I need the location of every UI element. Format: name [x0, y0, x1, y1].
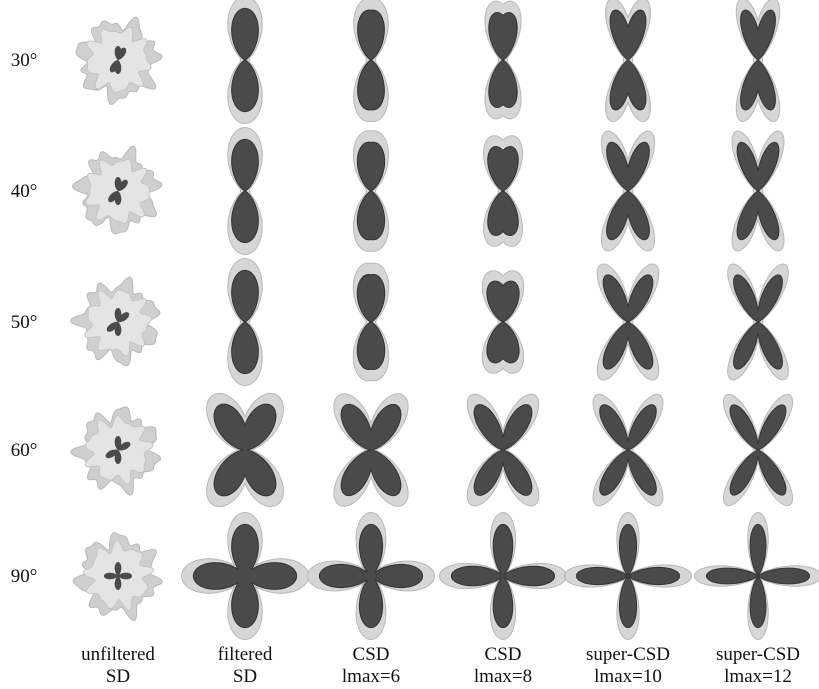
col-label-line1: CSD: [484, 644, 522, 665]
col-label-line1: filtered: [217, 644, 273, 665]
row-label-90: 90°: [10, 566, 38, 587]
col-label-line1: CSD: [352, 644, 390, 665]
unfiltered-glyph-core: [108, 177, 128, 205]
fod-inner-lobes: [606, 141, 650, 241]
fod-inner-lobes: [340, 403, 402, 497]
fod-inner-lobes: [729, 404, 787, 496]
fod-inner-lobes: [486, 280, 520, 364]
col-label-line2: lmax=12: [724, 666, 792, 687]
fod-inner-lobes: [575, 523, 681, 629]
row-label-50: 50°: [10, 312, 38, 333]
col-label-line1: unfiltered: [81, 644, 155, 665]
col-label-line2: lmax=6: [341, 666, 401, 687]
fod-inner-lobes: [599, 404, 657, 496]
fod-inner-lobes: [356, 274, 386, 370]
fod-inner-lobes: [705, 523, 811, 629]
fod-inner-lobes: [473, 404, 533, 496]
unfiltered-glyph-core: [104, 562, 132, 590]
fod-inner-lobes: [487, 145, 519, 237]
col-label-line2: SD: [232, 666, 258, 687]
col-label-line2: lmax=8: [473, 666, 533, 687]
col-label-unfiltered-sd: unfiltered SD: [58, 644, 178, 688]
row-label-40: 40°: [10, 181, 38, 202]
col-label-line1: super-CSD: [585, 644, 671, 665]
fod-inner-lobes: [318, 523, 424, 629]
fod-inner-lobes: [192, 523, 298, 629]
col-label-super-csd-lmax10: super-CSD lmax=10: [568, 644, 688, 688]
fod-inner-lobes: [740, 9, 776, 111]
row-label-30: 30°: [10, 50, 38, 71]
col-label-csd-lmax8: CSD lmax=8: [443, 644, 563, 688]
fod-inner-lobes: [357, 9, 385, 111]
fod-inner-lobes: [231, 269, 259, 375]
col-label-filtered-sd: filtered SD: [185, 644, 305, 688]
unfiltered-glyph-core: [109, 46, 127, 74]
col-label-csd-lmax6: CSD lmax=6: [311, 644, 431, 688]
fod-inner-lobes: [231, 138, 259, 244]
fod-inner-lobes: [733, 274, 783, 370]
row-label-60: 60°: [10, 440, 38, 461]
col-label-line2: lmax=10: [594, 666, 662, 687]
fod-inner-lobes: [356, 141, 386, 241]
col-label-super-csd-lmax12: super-CSD lmax=12: [698, 644, 818, 688]
fod-inner-lobes: [213, 403, 277, 497]
col-label-line1: super-CSD: [715, 644, 801, 665]
fod-inner-lobes: [609, 9, 647, 111]
col-label-line2: SD: [105, 666, 131, 687]
fod-inner-lobes: [602, 274, 654, 370]
unfiltered-glyph-core: [106, 308, 130, 336]
unfiltered-glyph-core: [105, 436, 131, 464]
fod-inner-lobes: [231, 7, 259, 113]
fod-inner-lobes: [450, 523, 556, 629]
fod-inner-lobes: [488, 11, 518, 109]
fod-inner-lobes: [736, 141, 780, 241]
